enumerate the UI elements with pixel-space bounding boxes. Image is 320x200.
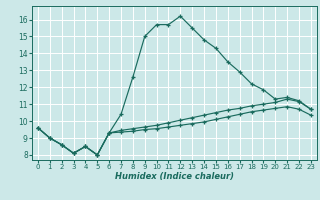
X-axis label: Humidex (Indice chaleur): Humidex (Indice chaleur) [115, 172, 234, 181]
